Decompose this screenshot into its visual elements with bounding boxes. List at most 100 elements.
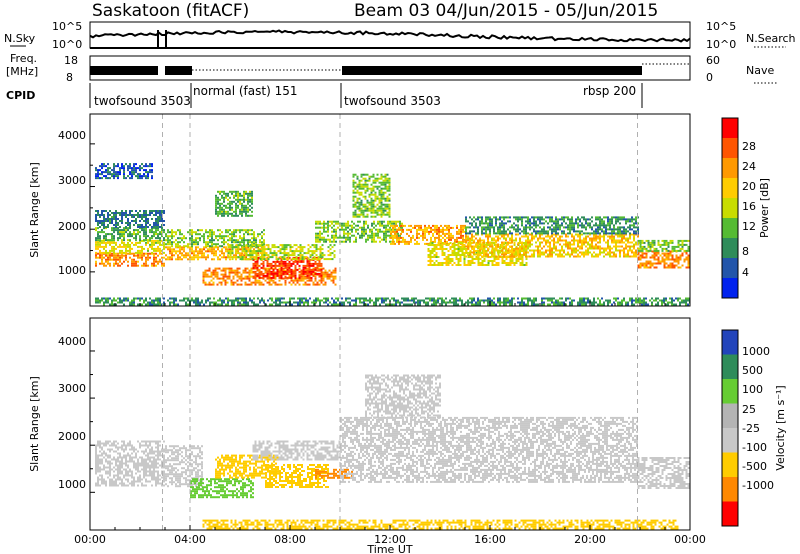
power-cell bbox=[597, 232, 599, 235]
power-cell bbox=[239, 241, 241, 244]
power-cell bbox=[493, 258, 496, 260]
power-cell bbox=[141, 227, 143, 230]
power-cell bbox=[288, 275, 291, 278]
power-cell bbox=[427, 244, 430, 246]
power-cell bbox=[219, 204, 221, 207]
power-cell bbox=[197, 303, 199, 306]
power-cell bbox=[231, 237, 233, 240]
power-cell bbox=[163, 241, 165, 244]
power-cell bbox=[147, 303, 149, 306]
power-cell bbox=[577, 224, 579, 227]
power-cell bbox=[290, 279, 293, 282]
power-cell bbox=[511, 251, 513, 254]
power-cell bbox=[451, 264, 454, 266]
power-cell bbox=[181, 258, 183, 261]
power-cell bbox=[270, 283, 273, 286]
power-cell bbox=[294, 283, 297, 286]
power-cell bbox=[489, 232, 491, 235]
power-cell bbox=[339, 228, 341, 231]
power-cell bbox=[141, 216, 143, 218]
power-cell bbox=[127, 222, 129, 224]
power-cell bbox=[319, 234, 321, 237]
power-cell bbox=[253, 237, 255, 240]
power-cell bbox=[115, 262, 117, 265]
power-cell bbox=[429, 262, 432, 264]
power-cell bbox=[396, 228, 398, 231]
power-cell bbox=[151, 247, 153, 250]
power-cell bbox=[246, 283, 249, 286]
power-cell bbox=[545, 230, 547, 233]
power-cell bbox=[312, 273, 315, 276]
power-cell bbox=[249, 254, 252, 257]
power-cell bbox=[302, 270, 305, 273]
power-cell bbox=[331, 226, 333, 229]
power-cell bbox=[509, 216, 511, 219]
power-cell bbox=[167, 231, 169, 234]
power-cell bbox=[147, 264, 149, 267]
power-cell bbox=[465, 232, 467, 235]
power-cell bbox=[491, 218, 493, 221]
power-cell bbox=[595, 239, 597, 242]
power-cell bbox=[237, 250, 239, 253]
power-cell bbox=[171, 301, 173, 304]
power-cell bbox=[625, 230, 627, 233]
power-cell bbox=[123, 239, 125, 242]
power-cell bbox=[521, 216, 523, 219]
power-cell bbox=[343, 232, 345, 235]
power-cell bbox=[465, 218, 467, 221]
power-cell bbox=[603, 224, 605, 227]
power-cell bbox=[314, 279, 317, 282]
power-cell bbox=[226, 281, 229, 284]
power-cell bbox=[233, 254, 235, 257]
power-cell bbox=[389, 234, 391, 237]
power-cell bbox=[623, 228, 625, 231]
power-cell bbox=[263, 248, 266, 251]
power-cell bbox=[456, 232, 458, 235]
power-cell bbox=[209, 239, 211, 242]
power-cell bbox=[155, 249, 157, 252]
power-cell bbox=[157, 235, 159, 238]
power-cell bbox=[131, 247, 133, 250]
power-cell bbox=[212, 273, 215, 276]
power-cell bbox=[115, 229, 117, 232]
power-cell bbox=[149, 245, 151, 248]
power-cell bbox=[430, 230, 432, 233]
power-cell bbox=[242, 271, 245, 274]
power-cell bbox=[133, 299, 135, 302]
power-cell bbox=[380, 211, 383, 214]
power-cell bbox=[133, 262, 135, 265]
power-cell bbox=[323, 226, 325, 229]
power-cell bbox=[284, 272, 287, 275]
power-cell bbox=[324, 271, 327, 274]
power-cell bbox=[249, 258, 251, 261]
power-cell bbox=[404, 224, 406, 227]
power-cell bbox=[373, 236, 375, 239]
power-cell bbox=[372, 181, 375, 184]
power-cell bbox=[525, 228, 527, 231]
power-cell bbox=[157, 254, 159, 257]
power-cell bbox=[191, 246, 193, 249]
power-cell bbox=[147, 218, 149, 220]
power-cell bbox=[141, 229, 143, 232]
power-cell bbox=[380, 213, 383, 216]
power-cell bbox=[371, 230, 373, 233]
power-cell bbox=[591, 247, 593, 250]
power-cell bbox=[111, 245, 113, 248]
power-cell bbox=[244, 275, 247, 278]
power-cell bbox=[318, 267, 321, 270]
power-cell bbox=[603, 239, 605, 242]
power-cell bbox=[151, 264, 153, 267]
power-cell bbox=[579, 235, 581, 238]
power-cell bbox=[227, 206, 229, 209]
power-cell bbox=[535, 230, 537, 233]
power-cell bbox=[109, 241, 111, 244]
power-cell bbox=[224, 281, 227, 284]
power-cell bbox=[262, 274, 265, 277]
power-cell bbox=[306, 264, 309, 267]
power-cell bbox=[309, 250, 312, 253]
power-cell bbox=[593, 239, 595, 242]
power-cell bbox=[553, 222, 555, 225]
power-cell bbox=[334, 267, 337, 270]
power-cell bbox=[119, 231, 121, 234]
power-cell bbox=[389, 220, 391, 223]
